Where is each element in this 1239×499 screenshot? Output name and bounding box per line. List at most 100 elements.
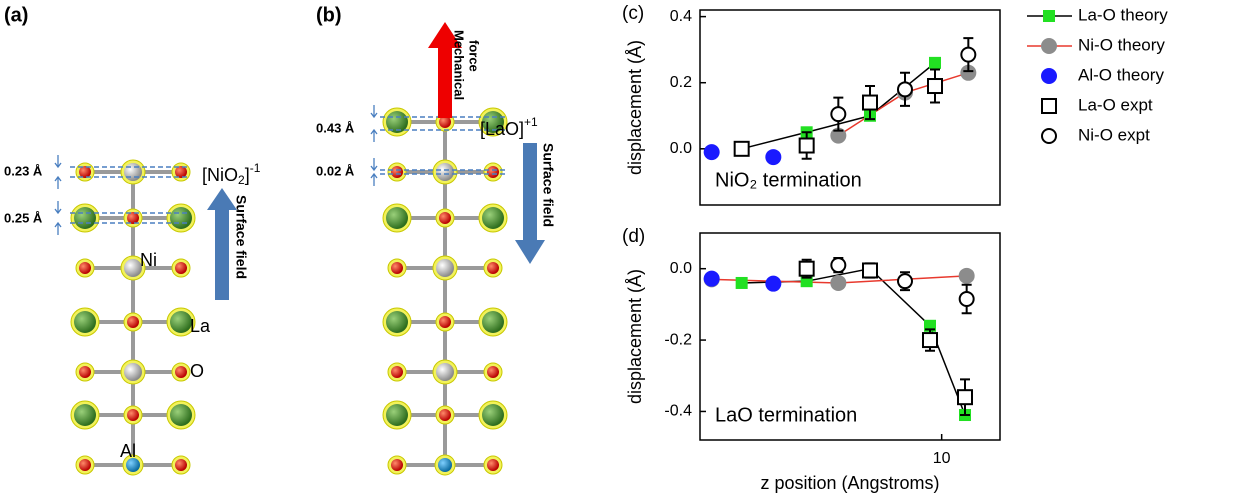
y-tick-label: 0.4 [670,8,692,25]
spacing-label: 0.43 Å [316,120,355,135]
marker [800,262,814,276]
figure: (a) 0.23 Å 0.25 Å [NiO2]-1 Ni La O Al Su… [0,0,1239,499]
marker [1041,38,1057,54]
atom [391,366,403,378]
marker [800,139,814,153]
atom [386,404,408,426]
panel-label: (b) [316,4,342,26]
legend-label: La-O theory [1078,5,1168,24]
atom [79,366,91,378]
marker [1042,129,1056,143]
marker [898,82,912,96]
marker [765,276,781,292]
atom-label: La [190,316,211,336]
atom [391,166,403,178]
spacing-arrow [371,105,377,142]
spacing-label: 0.23 Å [4,163,43,178]
spacing-label: 0.02 Å [316,163,355,178]
marker [960,292,974,306]
y-tick-label: 0.0 [670,260,692,277]
y-tick-label: -0.4 [664,403,692,420]
atom [482,311,504,333]
layer-label: [LaO]+1 [480,115,538,139]
atom [436,163,454,181]
spacing-arrow [371,158,377,186]
legend-label: Ni-O expt [1078,125,1150,144]
atom [487,166,499,178]
atom [170,207,192,229]
marker [831,258,845,272]
atom-label: Al [120,441,136,461]
atom [436,259,454,277]
legend-label: La-O expt [1078,95,1153,114]
field-label: Surface field [540,143,556,227]
marker [704,271,720,287]
x-axis-label: z position (Angstroms) [760,473,939,493]
atom [79,262,91,274]
marker [1042,99,1056,113]
atom [124,363,142,381]
y-tick-label: 0.0 [670,140,692,157]
marker [898,274,912,288]
layer-label: [NiO2]-1 [202,161,261,187]
panel-label: (c) [622,3,644,24]
x-tick-label: 10 [933,450,951,467]
marker [735,142,749,156]
marker [863,263,877,277]
field-label: Surface field [233,195,249,279]
atom [127,212,139,224]
spacing-label: 0.25 Å [4,210,43,225]
atom [127,409,139,421]
atom [74,404,96,426]
atom [438,458,452,472]
atom [487,366,499,378]
marker [830,275,846,291]
field-arrow [207,188,237,300]
structure-diagrams [55,22,545,475]
y-tick-label: -0.2 [664,331,692,348]
atom [386,311,408,333]
atom [124,163,142,181]
atom [170,311,192,333]
marker [961,48,975,62]
atom [74,207,96,229]
y-axis-label: displacement (Å) [625,269,645,404]
annotation: LaO termination [715,404,857,426]
spacing-arrow [55,201,61,235]
marker [958,390,972,404]
atom [439,212,451,224]
y-axis-label: displacement (Å) [625,40,645,175]
spacing-arrow [55,155,61,189]
atom [439,409,451,421]
panel-label: (a) [4,4,28,26]
atom [175,262,187,274]
legend-label: Ni-O theory [1078,35,1165,54]
atom [175,366,187,378]
marker [831,107,845,121]
marker [863,96,877,110]
atom [482,207,504,229]
marker [959,268,975,284]
force-label: Mechanical [452,30,467,100]
atom [74,311,96,333]
marker [736,277,748,289]
marker [1041,68,1057,84]
marker [1043,10,1055,22]
atom [391,262,403,274]
legend-label: Al-O theory [1078,65,1164,84]
marker [704,144,720,160]
marker [928,79,942,93]
atom [386,207,408,229]
atom [436,363,454,381]
atom [127,316,139,328]
atom [439,316,451,328]
atom [79,166,91,178]
atom [487,262,499,274]
force-label: force [467,40,482,72]
atom-label: O [190,361,204,381]
annotation: NiO₂ termination [715,169,862,191]
marker [929,57,941,69]
marker [923,333,937,347]
atom [391,459,403,471]
